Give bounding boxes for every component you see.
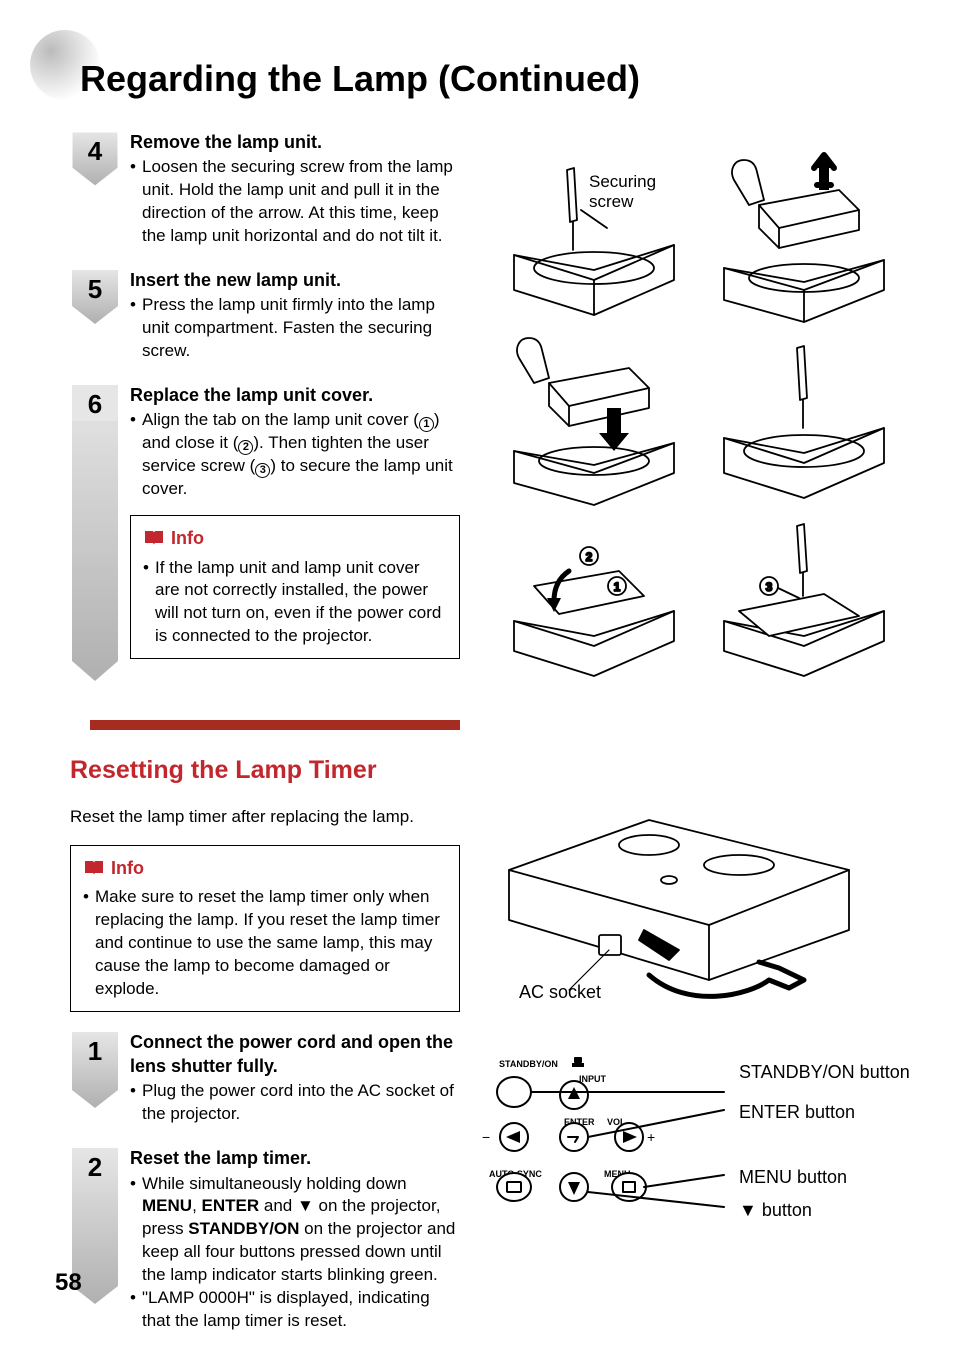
- info-box-2: Info •Make sure to reset the lamp timer …: [70, 845, 460, 1012]
- section-title: Resetting the Lamp Timer: [70, 754, 460, 788]
- svg-text:3: 3: [766, 580, 773, 594]
- svg-text:INPUT: INPUT: [579, 1074, 607, 1084]
- step-bullet-b2: 2: [70, 1146, 120, 1204]
- menu-label: MENU button: [739, 1165, 847, 1189]
- bottom-illustrations: AC socket STANDBY/ON INPUT ENTER VOL AUT…: [469, 780, 899, 1234]
- svg-text:⏻|: ⏻|: [508, 1088, 520, 1100]
- info-icon: [143, 529, 165, 547]
- step-b1: 1 Connect the power cord and open the le…: [70, 1030, 460, 1126]
- step-5: 5 Insert the new lamp unit. •Press the l…: [70, 268, 460, 363]
- ac-socket-label: AC socket: [519, 980, 601, 1004]
- info-label: Info: [171, 526, 204, 550]
- divider-bar: [90, 720, 460, 730]
- step-bullet-5: 5: [70, 268, 120, 326]
- step-bullet-4: 4: [70, 130, 120, 188]
- step-b2-body1: While simultaneously holding down MENU, …: [142, 1173, 460, 1288]
- illus-5b: [709, 333, 899, 508]
- info-2-body: Make sure to reset the lamp timer only w…: [95, 886, 447, 1001]
- step-4: 4 Remove the lamp unit. •Loosen the secu…: [70, 130, 460, 248]
- step-b1-title: Connect the power cord and open the lens…: [130, 1030, 460, 1079]
- svg-text:1: 1: [88, 1036, 102, 1066]
- illustration-grid: Securing screw: [499, 150, 899, 699]
- section-intro: Reset the lamp timer after replacing the…: [70, 806, 460, 829]
- step-b1-body: Plug the power cord into the AC socket o…: [142, 1080, 460, 1126]
- step-5-title: Insert the new lamp unit.: [130, 268, 460, 292]
- svg-text:−: −: [482, 1129, 490, 1145]
- info-icon: [83, 859, 105, 877]
- left-column: 4 Remove the lamp unit. •Loosen the secu…: [70, 130, 460, 1353]
- step-b2-body2: "LAMP 0000H" is displayed, indicating th…: [142, 1287, 460, 1333]
- step-6-body: Align the tab on the lamp unit cover (1)…: [142, 409, 460, 501]
- page-number: 58: [55, 1267, 82, 1299]
- illus-4a: [499, 150, 689, 325]
- step-b2: 2 Reset the lamp timer. • While simultan…: [70, 1146, 460, 1333]
- enter-label: ENTER button: [739, 1100, 855, 1124]
- step-5-body: Press the lamp unit firmly into the lamp…: [142, 294, 460, 363]
- step-6-title: Replace the lamp unit cover.: [130, 383, 460, 407]
- standby-label: STANDBY/ON button: [739, 1060, 910, 1084]
- down-label: ▼ button: [739, 1198, 812, 1222]
- step-bullet-b1: 1: [70, 1030, 120, 1088]
- svg-text:4: 4: [88, 136, 103, 166]
- illus-6a: 2 1: [499, 516, 689, 691]
- page-title: Regarding the Lamp (Continued): [80, 55, 640, 104]
- info-box-1: Info •If the lamp unit and lamp unit cov…: [130, 515, 460, 659]
- step-4-body: Loosen the securing screw from the lamp …: [142, 156, 460, 248]
- svg-text:2: 2: [88, 1152, 102, 1182]
- svg-text:+: +: [647, 1129, 655, 1145]
- illus-4b: [709, 150, 899, 325]
- svg-text:6: 6: [88, 389, 102, 419]
- svg-text:1: 1: [614, 580, 621, 594]
- info-1-body: If the lamp unit and lamp unit cover are…: [155, 557, 447, 649]
- info-label: Info: [111, 856, 144, 880]
- step-6: 6 Replace the lamp unit cover. • Align t…: [70, 383, 460, 690]
- illus-5a: [499, 333, 689, 508]
- illus-6b: 3: [709, 516, 899, 691]
- svg-text:2: 2: [586, 550, 593, 564]
- svg-text:STANDBY/ON: STANDBY/ON: [499, 1059, 558, 1069]
- svg-text:5: 5: [88, 274, 102, 304]
- step-bullet-6: 6: [70, 383, 120, 690]
- step-b2-title: Reset the lamp timer.: [130, 1146, 460, 1170]
- step-4-title: Remove the lamp unit.: [130, 130, 460, 154]
